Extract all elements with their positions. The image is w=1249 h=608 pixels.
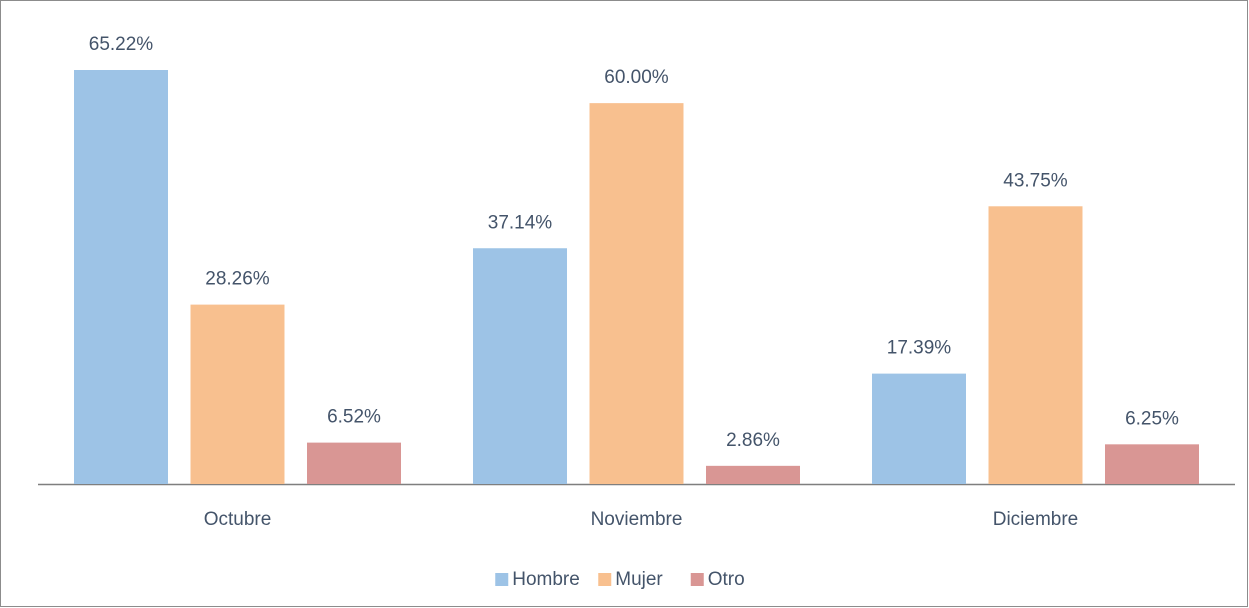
x-tick-label: Octubre — [204, 509, 272, 530]
data-label: 28.26% — [205, 269, 270, 290]
data-label: 60.00% — [604, 67, 669, 88]
legend-label: Hombre — [512, 569, 580, 590]
legend-swatch — [495, 573, 509, 586]
bar — [988, 206, 1083, 484]
bar — [1105, 444, 1199, 484]
bar — [74, 70, 168, 484]
bar — [473, 248, 567, 484]
x-tick-label: Diciembre — [993, 509, 1079, 530]
data-label: 2.86% — [726, 430, 780, 451]
x-tick-label: Noviembre — [591, 509, 683, 530]
legend-swatch — [690, 573, 704, 586]
bar — [307, 442, 401, 484]
data-label: 17.39% — [887, 338, 952, 359]
bar — [872, 373, 966, 484]
data-label: 43.75% — [1003, 170, 1068, 191]
bar — [589, 103, 684, 485]
legend-label: Otro — [708, 569, 745, 590]
legend-swatch — [598, 573, 612, 586]
legend-label: Mujer — [615, 569, 663, 590]
data-label: 65.22% — [89, 34, 154, 55]
data-label: 37.14% — [488, 212, 553, 233]
bar — [706, 465, 800, 484]
bar — [190, 304, 285, 484]
data-label: 6.52% — [327, 407, 381, 428]
data-label: 6.25% — [1125, 408, 1179, 429]
